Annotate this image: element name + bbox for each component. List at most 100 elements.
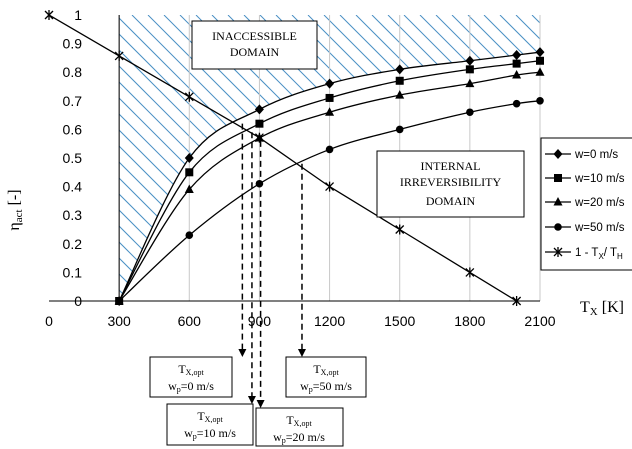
x-tick-label: 1800 [454, 313, 485, 329]
marker-circle [512, 99, 521, 108]
marker-diamond [535, 47, 545, 58]
svg-text:TX,opt: TX,opt [286, 413, 312, 428]
marker-circle [115, 297, 123, 305]
marker-square [512, 59, 521, 68]
legend-label: w=20 m/s [574, 197, 625, 209]
legend-label-sub: X [598, 252, 604, 261]
arrow-head [256, 400, 265, 408]
marker-diamond [465, 55, 475, 66]
hatch-line [119, 15, 225, 301]
svg-text:TX,opt: TX,opt [197, 409, 223, 424]
legend-label-part: 1 - T [575, 247, 598, 259]
marker-diamond [254, 104, 264, 115]
marker-square [395, 76, 404, 85]
series-line [118, 51, 540, 301]
inaccessible-line-2: DOMAIN [230, 45, 280, 59]
y-tick-label: 0.6 [63, 121, 83, 137]
marker-circle [536, 97, 544, 105]
y-tick-label: 0.9 [63, 36, 83, 52]
marker-circle [325, 145, 334, 154]
legend-label: w=50 m/s [574, 222, 625, 234]
marker-triangle [395, 90, 405, 99]
x-axis-title: TX [K] [580, 299, 624, 318]
svg-text:TX,opt: TX,opt [313, 362, 339, 377]
legend-label-part: / T [604, 247, 617, 259]
hatch-line [0, 15, 64, 315]
hatch-line [119, 15, 193, 301]
legend-label-sub: H [617, 252, 623, 261]
x-tick-label: 900 [248, 313, 272, 329]
opt-label-w20: TX,opt wp=20 m/s [255, 407, 344, 447]
x-tick-label: 600 [178, 313, 202, 329]
y-tick-label: 0.3 [63, 207, 83, 223]
marker-star [325, 181, 335, 192]
arrow-head [238, 349, 247, 357]
series-line [49, 15, 517, 301]
marker-triangle [184, 184, 194, 193]
marker-star [254, 132, 264, 143]
hatch-line [0, 15, 16, 315]
marker-star [114, 50, 124, 61]
marker-circle [255, 179, 264, 188]
x-tick-label: 1500 [384, 313, 415, 329]
svg-text:wp=10 m/s: wp=10 m/s [184, 426, 236, 441]
opt-label-w0: TX,opt wp=0 m/s [149, 356, 233, 398]
svg-text:TX,opt: TX,opt [178, 362, 204, 377]
marker-triangle [465, 78, 475, 88]
optimum-arrows [238, 123, 306, 408]
marker-square [185, 168, 194, 177]
y-tick-label: 0.2 [63, 236, 83, 252]
marker-diamond [325, 78, 335, 89]
axes: 0 0.1 0.2 0.3 0.4 0.5 0.6 0.7 0.8 0.9 1 0 300 600 900 1… [45, 7, 556, 329]
y-tick-label: 0.8 [63, 64, 83, 80]
internal-line-3: DOMAIN [426, 194, 476, 208]
marker-diamond [512, 50, 522, 61]
x-tick-label: 2100 [524, 313, 555, 329]
legend: w=0 m/s w=10 m/s w=20 m/s w=50 m/s 1 - TX/ T… [540, 137, 632, 271]
y-tick-label: 0.4 [63, 179, 83, 195]
series-4 [44, 10, 522, 306]
marker-circle [466, 108, 474, 117]
y-tick-label: 0.7 [63, 93, 83, 109]
y-axis-title: ηact[-] [6, 189, 25, 230]
opt-label-w10: TX,opt wp=10 m/s [166, 403, 254, 446]
marker-triangle [535, 67, 545, 76]
legend-label: w=10 m/s [574, 173, 625, 185]
marker-square [554, 174, 562, 182]
marker-circle [395, 125, 404, 134]
hatch-line [0, 15, 32, 315]
marker-circle [554, 223, 562, 231]
svg-text:wp=20 m/s: wp=20 m/s [273, 430, 325, 445]
opt-label-w50: TX,opt wp=50 m/s [285, 356, 367, 398]
y-tick-label: 0 [74, 293, 82, 309]
internal-line-2: IRREVERSIBILITY [400, 175, 502, 189]
marker-triangle [512, 70, 522, 79]
marker-star [184, 91, 194, 102]
marker-star [553, 247, 563, 257]
marker-circle [185, 231, 194, 240]
marker-star [465, 267, 475, 278]
arrow-head [297, 349, 306, 357]
hatch-line [0, 15, 112, 315]
marker-square [536, 56, 544, 65]
marker-square [325, 93, 334, 102]
series-3 [115, 97, 544, 305]
marker-diamond [553, 149, 563, 159]
marker-triangle [553, 197, 563, 206]
y-tick-label: 1 [74, 7, 82, 23]
marker-square [255, 119, 264, 128]
internal-irreversibility-box: INTERNAL IRREVERSIBILITY DOMAIN [376, 150, 525, 218]
marker-diamond [395, 64, 405, 75]
x-tick-label: 0 [45, 313, 53, 329]
x-tick-label: 300 [107, 313, 131, 329]
hatch-line [119, 15, 177, 301]
x-tick-label: 1200 [314, 313, 345, 329]
marker-star [44, 10, 54, 20]
y-tick-label: 0.5 [63, 150, 83, 166]
inaccessible-domain-box: INACCESSIBLE DOMAIN [191, 20, 318, 70]
arrow-head [247, 396, 256, 404]
series-line [118, 60, 540, 301]
svg-text:wp=50 m/s: wp=50 m/s [300, 379, 352, 394]
marker-square [465, 65, 474, 74]
